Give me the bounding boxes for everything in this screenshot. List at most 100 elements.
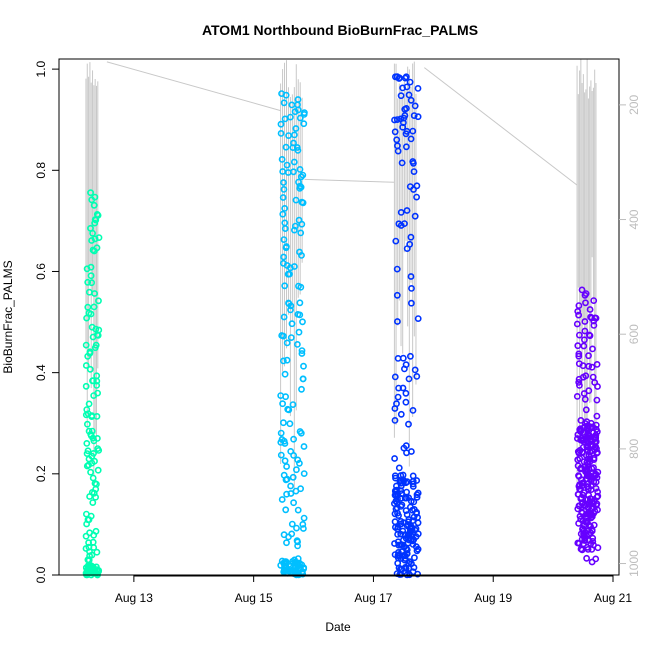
data-point xyxy=(407,273,415,280)
data-point xyxy=(279,194,287,201)
data-point xyxy=(85,561,93,569)
x-axis: Aug 13 Aug 15 Aug 17 Aug 19 Aug 21 xyxy=(115,575,632,605)
data-point xyxy=(574,462,582,470)
x-tick-label: Aug 17 xyxy=(354,591,392,605)
data-point xyxy=(278,496,286,503)
data-point xyxy=(406,78,414,86)
data-point xyxy=(296,299,304,307)
data-point xyxy=(289,401,297,408)
data-point xyxy=(286,420,294,428)
data-point xyxy=(394,551,402,559)
data-point xyxy=(575,302,583,309)
data-point xyxy=(82,382,90,390)
data-point xyxy=(294,561,302,569)
data-point xyxy=(292,196,300,204)
data-point xyxy=(397,410,405,418)
data-point xyxy=(575,449,583,457)
data-point xyxy=(590,297,598,304)
data-point xyxy=(593,412,601,420)
data-point xyxy=(407,299,415,307)
data-point xyxy=(407,233,415,241)
data-point xyxy=(87,224,94,232)
data-point xyxy=(405,91,413,99)
data-point xyxy=(294,146,302,154)
data-point xyxy=(577,416,585,424)
data-point xyxy=(86,349,94,357)
data-point xyxy=(399,84,406,92)
data-point xyxy=(290,226,298,234)
data-point xyxy=(86,365,94,373)
data-point xyxy=(414,545,422,553)
data-point xyxy=(297,283,305,291)
data-point xyxy=(289,144,297,151)
data-point xyxy=(278,155,286,163)
data-point xyxy=(587,486,595,493)
data-point xyxy=(398,159,406,167)
data-point xyxy=(588,438,596,445)
y2-tick-label: 400 xyxy=(627,209,641,229)
data-point xyxy=(391,455,398,462)
data-point xyxy=(294,538,301,546)
data-point xyxy=(88,237,95,244)
data-point xyxy=(294,456,302,464)
data-point xyxy=(88,196,96,204)
data-point xyxy=(395,512,402,519)
data-point xyxy=(83,439,91,447)
data-point xyxy=(407,448,415,455)
data-point xyxy=(394,531,401,538)
data-point xyxy=(87,189,94,197)
data-point xyxy=(409,406,417,414)
data-point xyxy=(277,120,285,128)
data-point xyxy=(292,466,300,474)
data-point xyxy=(399,123,407,131)
data-point xyxy=(409,158,417,165)
data-point xyxy=(402,389,410,397)
data-point xyxy=(392,474,399,482)
data-point xyxy=(413,193,420,201)
data-point xyxy=(88,279,95,287)
data-point xyxy=(280,253,287,261)
data-point xyxy=(395,564,403,572)
data-point xyxy=(398,501,406,509)
data-point xyxy=(281,440,289,447)
data-point xyxy=(581,327,589,335)
data-point xyxy=(295,328,303,336)
data-point xyxy=(86,529,93,537)
data-point xyxy=(83,265,91,273)
data-point xyxy=(582,299,589,307)
data-point xyxy=(281,219,289,227)
data-point xyxy=(87,512,95,520)
data-point xyxy=(89,377,96,385)
data-point xyxy=(407,532,415,540)
data-point xyxy=(95,297,102,305)
data-point xyxy=(407,135,415,143)
data-point xyxy=(283,339,291,347)
data-point xyxy=(394,538,402,546)
data-point xyxy=(394,147,402,155)
data-point xyxy=(92,341,100,349)
data-point xyxy=(588,441,596,449)
data-point xyxy=(83,450,91,457)
data-point xyxy=(401,112,409,119)
data-point xyxy=(93,548,101,556)
data-point xyxy=(579,448,586,456)
data-point xyxy=(401,564,409,571)
data-point xyxy=(400,478,407,485)
data-point xyxy=(297,173,305,181)
data-point xyxy=(90,449,97,457)
data-point xyxy=(574,342,582,350)
data-point xyxy=(285,132,292,139)
data-point xyxy=(288,520,296,528)
data-point xyxy=(593,396,601,404)
data-point xyxy=(391,416,399,424)
data-point xyxy=(300,111,308,118)
data-point xyxy=(290,158,298,166)
data-point xyxy=(90,489,98,497)
data-point xyxy=(82,411,90,419)
data-point xyxy=(413,372,421,380)
data-point xyxy=(394,549,402,556)
data-point xyxy=(410,513,418,521)
data-point xyxy=(91,290,98,297)
data-point xyxy=(277,429,285,437)
